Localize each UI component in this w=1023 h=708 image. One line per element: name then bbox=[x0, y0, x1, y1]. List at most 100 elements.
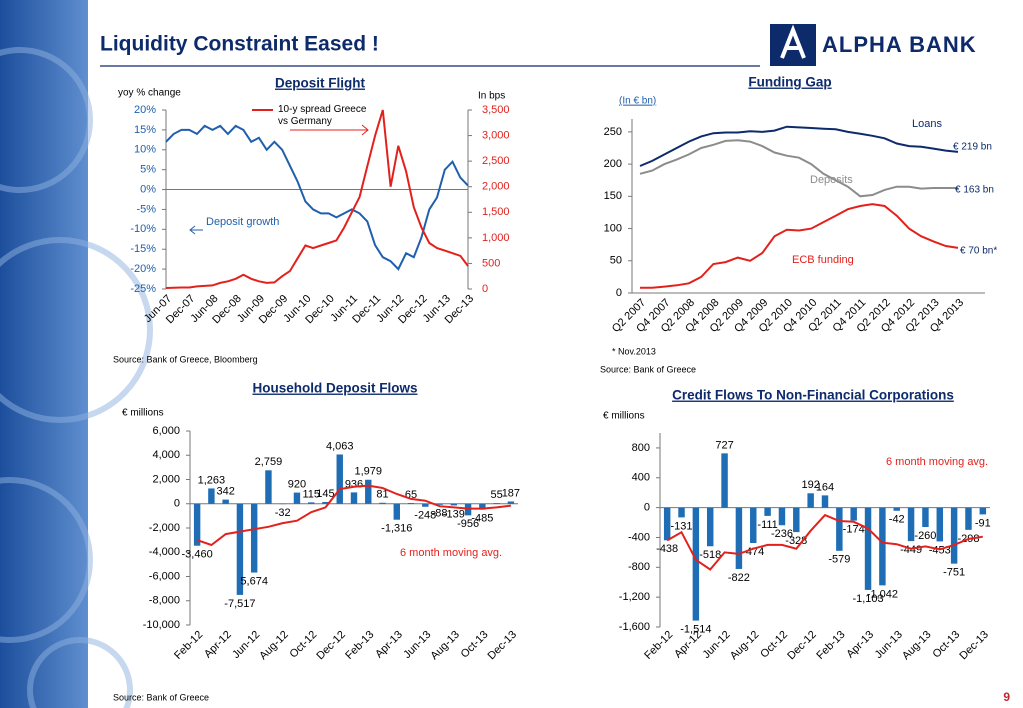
y-tick-label: -10% bbox=[130, 223, 156, 235]
page-title: Liquidity Constraint Eased ! bbox=[100, 33, 379, 56]
bar bbox=[250, 503, 258, 573]
bar bbox=[750, 507, 757, 543]
data-label: -579 bbox=[828, 554, 850, 566]
bar bbox=[864, 507, 872, 590]
y-axis-label: € millions bbox=[603, 411, 645, 422]
bar bbox=[893, 507, 900, 511]
annotation: * Nov.2013 bbox=[612, 346, 656, 356]
x-tick-label: Dec-12 bbox=[785, 629, 819, 663]
legend-label: 10-y spread Greece vs Germany bbox=[278, 104, 367, 127]
data-label: -474 bbox=[742, 546, 764, 558]
y-tick-label: -1,200 bbox=[619, 591, 650, 603]
bar bbox=[979, 507, 987, 515]
y-tick-label: 0 bbox=[644, 502, 650, 514]
x-tick-label: Aug-13 bbox=[900, 629, 934, 663]
data-label: 1,263 bbox=[198, 474, 226, 486]
y-axis-label: (In € bn) bbox=[619, 96, 656, 107]
y-tick-label: 150 bbox=[604, 190, 622, 202]
y-tick-label: 2,000 bbox=[152, 473, 180, 485]
data-label: 192 bbox=[801, 479, 819, 491]
bar bbox=[735, 507, 743, 569]
bar bbox=[721, 453, 728, 508]
data-label: 727 bbox=[715, 439, 733, 451]
bar bbox=[308, 502, 315, 504]
y2-tick-label: 3,500 bbox=[482, 104, 510, 116]
data-label: -1,316 bbox=[381, 523, 412, 535]
x-tick-label: Aug-12 bbox=[257, 629, 291, 663]
bar bbox=[807, 493, 814, 508]
data-label: -751 bbox=[943, 567, 965, 579]
y-tick-label: 4,000 bbox=[152, 449, 180, 461]
bar bbox=[236, 503, 244, 595]
y-tick-label: 250 bbox=[604, 126, 622, 138]
y-tick-label: -5% bbox=[136, 203, 156, 215]
data-label: -822 bbox=[728, 572, 750, 584]
bar bbox=[322, 501, 329, 504]
bar bbox=[208, 488, 215, 504]
x-tick-label: Jun-13 bbox=[401, 629, 433, 661]
data-label: 164 bbox=[816, 481, 834, 493]
data-label: 2,759 bbox=[255, 456, 283, 468]
y-tick-label: 0% bbox=[140, 183, 156, 195]
data-label: -328 bbox=[785, 535, 807, 547]
series-label: Deposits bbox=[810, 174, 853, 186]
bar bbox=[936, 507, 944, 542]
bar bbox=[350, 492, 358, 504]
y-tick-label: -25% bbox=[130, 283, 156, 295]
series-label: Deposit growth bbox=[206, 216, 279, 228]
data-label: 4,063 bbox=[326, 440, 354, 452]
y2-axis-label: In bps bbox=[478, 91, 505, 102]
bar bbox=[907, 507, 915, 542]
y-tick-label: 20% bbox=[134, 104, 156, 116]
y-tick-label: 50 bbox=[610, 255, 622, 267]
x-tick-label: Dec-13 bbox=[485, 629, 519, 663]
data-label: -1,514 bbox=[680, 623, 711, 635]
y-tick-label: 800 bbox=[632, 442, 650, 454]
footer-source: Source: Bank of Greece bbox=[113, 692, 209, 702]
bar bbox=[678, 507, 685, 518]
x-tick-label: Jun-13 bbox=[873, 629, 905, 661]
y-tick-label: -20% bbox=[130, 263, 156, 275]
bar bbox=[379, 502, 386, 504]
series-line bbox=[165, 109, 469, 289]
y-tick-label: 0 bbox=[616, 287, 622, 299]
x-tick-label: Oct-12 bbox=[758, 629, 790, 661]
y-tick-label: -15% bbox=[130, 243, 156, 255]
series-line bbox=[196, 484, 512, 547]
x-tick-label: Feb-12 bbox=[642, 629, 675, 662]
x-tick-label: Dec-13 bbox=[957, 629, 991, 663]
series-line bbox=[666, 513, 983, 571]
logo-text: ALPHA BANK bbox=[822, 32, 977, 57]
x-tick-label: Feb-13 bbox=[814, 629, 847, 662]
data-label: -7,517 bbox=[224, 598, 255, 610]
y-tick-label: -10,000 bbox=[143, 619, 180, 631]
y-tick-label: 6,000 bbox=[152, 425, 180, 437]
y2-tick-label: 0 bbox=[482, 283, 488, 295]
bar bbox=[850, 507, 857, 521]
bar bbox=[793, 507, 800, 533]
bar bbox=[365, 479, 372, 504]
data-label: 5,674 bbox=[240, 575, 268, 587]
y2-tick-label: 1,000 bbox=[482, 232, 510, 244]
bar bbox=[778, 507, 786, 526]
bar bbox=[836, 507, 843, 551]
y-tick-label: 200 bbox=[604, 158, 622, 170]
data-label: -260 bbox=[914, 530, 936, 542]
data-label: 342 bbox=[216, 486, 234, 498]
data-label: -3,460 bbox=[182, 549, 213, 561]
data-label: -518 bbox=[699, 549, 721, 561]
annotation: € 70 bn* bbox=[960, 246, 997, 257]
y-tick-label: 0 bbox=[174, 498, 180, 510]
y2-tick-label: 1,500 bbox=[482, 206, 510, 218]
data-label: 920 bbox=[288, 479, 306, 491]
data-label: -438 bbox=[656, 543, 678, 555]
data-label: 81 bbox=[376, 489, 388, 501]
data-label: -248 bbox=[414, 510, 436, 522]
arrow bbox=[189, 225, 203, 235]
bar bbox=[222, 499, 229, 504]
annotation: € 163 bn bbox=[955, 185, 994, 196]
data-label: -42 bbox=[889, 514, 905, 526]
data-label: 55 bbox=[490, 489, 502, 501]
source: Source: Bank of Greece bbox=[600, 364, 696, 374]
